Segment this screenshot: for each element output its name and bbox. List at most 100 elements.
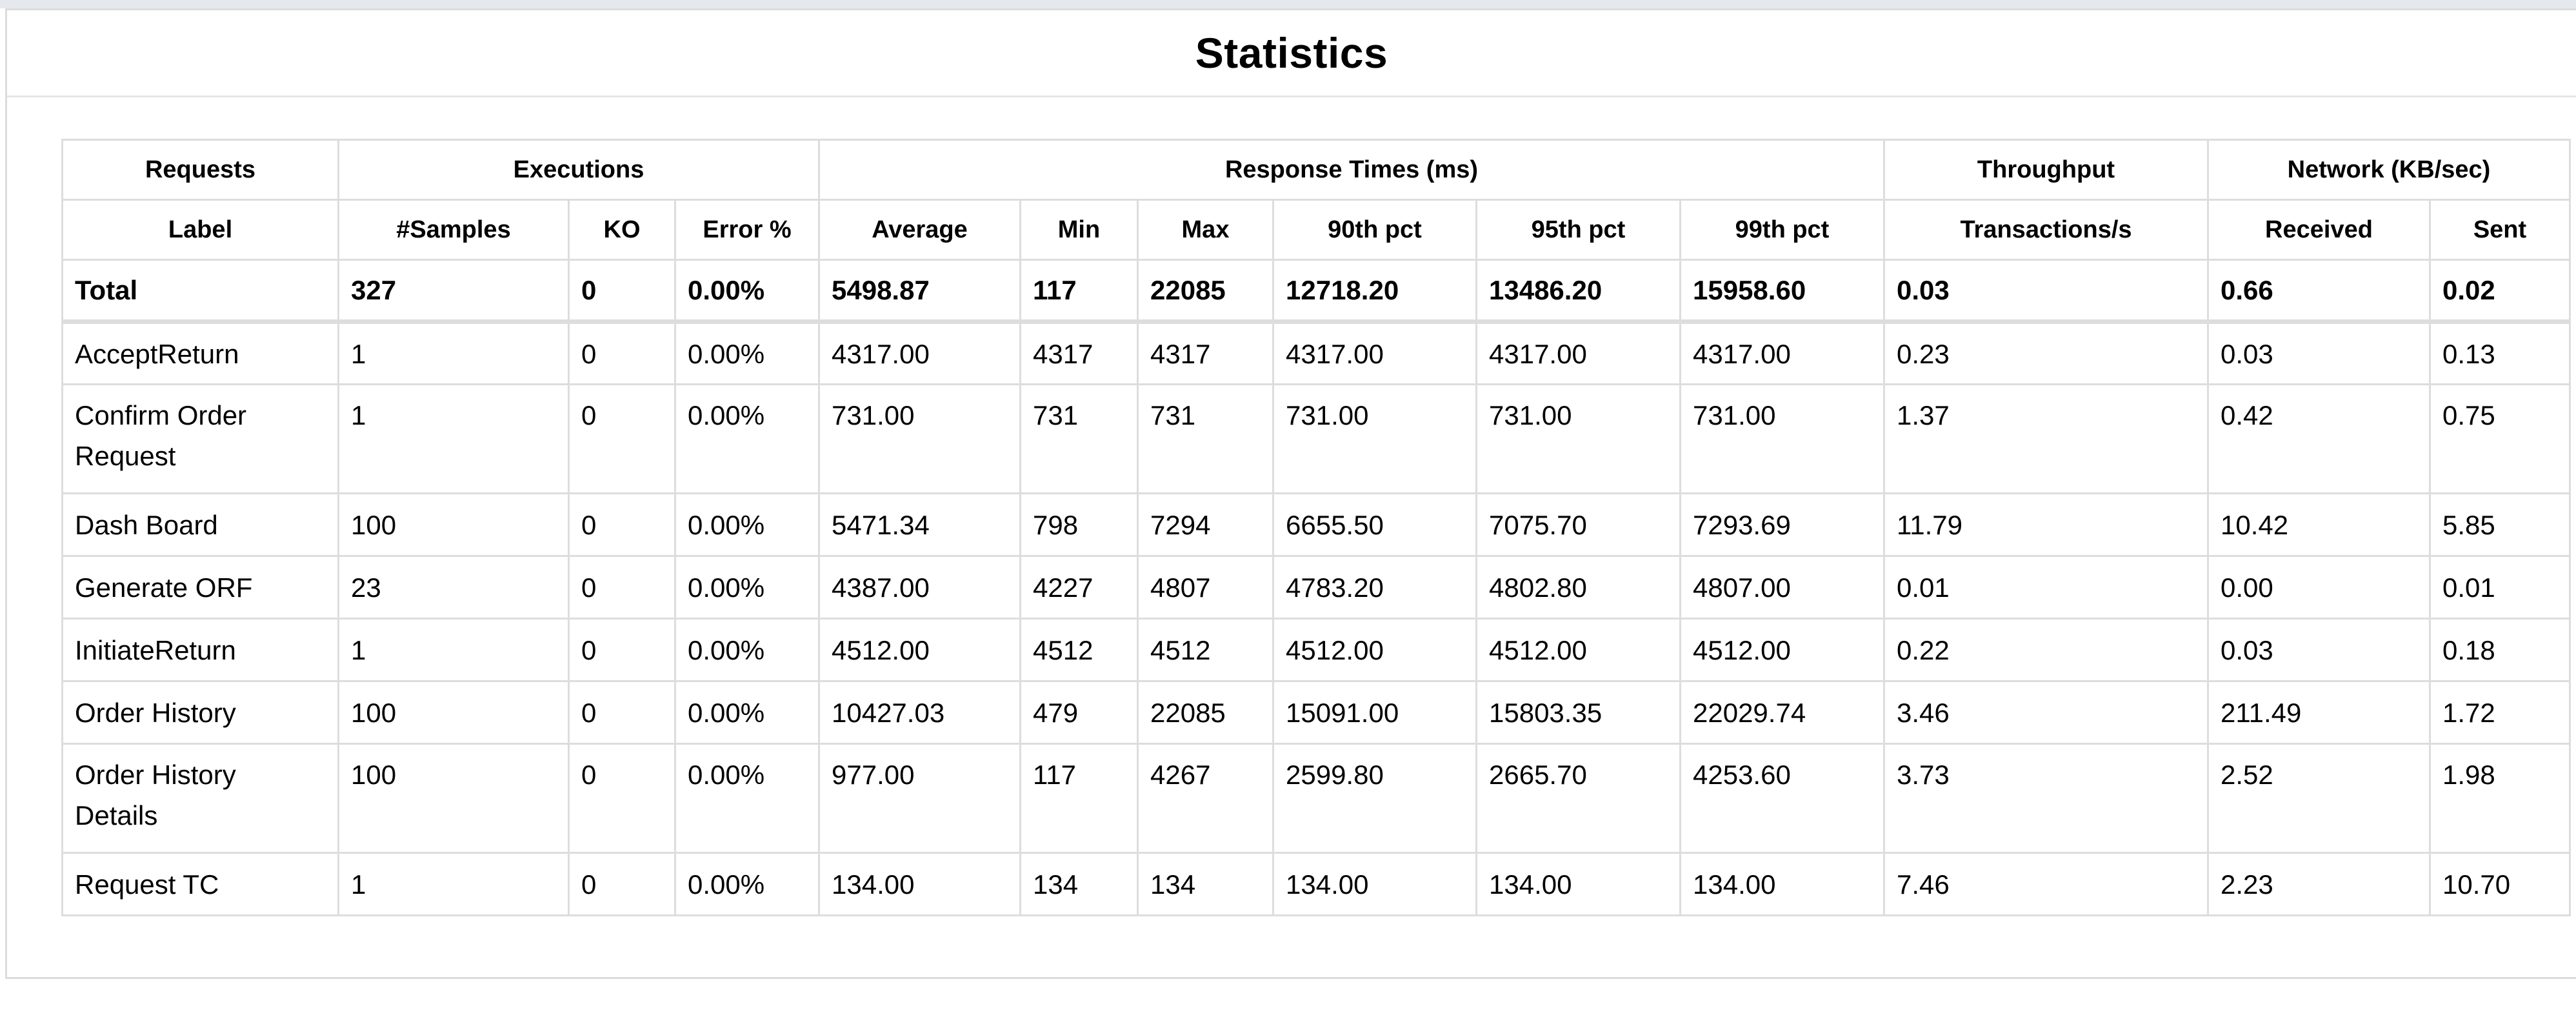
cell-min: 4227	[1019, 555, 1139, 620]
cell-90th-pct: 731.00	[1272, 383, 1477, 494]
table-row: Order History Details 100 0 0.00% 977.00 117 4…	[61, 743, 2571, 854]
cell-error-pct: 0.00%	[674, 852, 820, 916]
cell-ko: 0	[568, 852, 676, 916]
column-header-99th-pct[interactable]: 99th pct	[1679, 199, 1885, 261]
column-header-row: Label #Samples KO Error % Average Min Ma…	[61, 199, 2571, 261]
cell-max: 731	[1137, 383, 1274, 494]
cell-ko: 0	[568, 618, 676, 682]
column-header-error-pct[interactable]: Error %	[674, 199, 820, 261]
cell-max: 4807	[1137, 555, 1274, 620]
cell-99th-pct: 22029.74	[1679, 680, 1885, 745]
total-min: 117	[1019, 259, 1139, 324]
total-error-pct: 0.00%	[674, 259, 820, 324]
cell-average: 5471.34	[818, 492, 1021, 557]
table-row: Dash Board 100 0 0.00% 5471.34 798 7294 6655.50…	[61, 492, 2571, 557]
table-row: Confirm Order Request 1 0 0.00% 731.00 731 731…	[61, 383, 2571, 494]
cell-transactions: 1.37	[1883, 383, 2209, 494]
cell-sent: 0.01	[2429, 555, 2571, 620]
data-rows: AcceptReturn 1 0 0.00% 4317.00 4317 4317 4317.0…	[61, 321, 2571, 916]
group-header-row: Requests Executions Response Times (ms) …	[61, 139, 2571, 201]
cell-transactions: 3.46	[1883, 680, 2209, 745]
cell-sent: 1.72	[2429, 680, 2571, 745]
column-header-label[interactable]: Label	[61, 199, 339, 261]
cell-90th-pct: 4783.20	[1272, 555, 1477, 620]
cell-min: 134	[1019, 852, 1139, 916]
column-header-average[interactable]: Average	[818, 199, 1021, 261]
cell-label: Order History Details	[61, 743, 339, 854]
cell-sent: 0.18	[2429, 618, 2571, 682]
cell-received: 0.42	[2207, 383, 2431, 494]
cell-sent: 10.70	[2429, 852, 2571, 916]
statistics-table: Requests Executions Response Times (ms) …	[61, 139, 2571, 916]
table-row: AcceptReturn 1 0 0.00% 4317.00 4317 4317 4317.0…	[61, 321, 2571, 385]
column-header-min[interactable]: Min	[1019, 199, 1139, 261]
column-header-sent[interactable]: Sent	[2429, 199, 2571, 261]
total-90th-pct: 12718.20	[1272, 259, 1477, 324]
cell-95th-pct: 7075.70	[1475, 492, 1681, 557]
cell-99th-pct: 4317.00	[1679, 321, 1885, 385]
cell-max: 134	[1137, 852, 1274, 916]
total-transactions: 0.03	[1883, 259, 2209, 324]
cell-95th-pct: 4317.00	[1475, 321, 1681, 385]
top-strip	[0, 0, 2576, 8]
cell-max: 7294	[1137, 492, 1274, 557]
total-label: Total	[61, 259, 339, 324]
cell-ko: 0	[568, 555, 676, 620]
cell-label: AcceptReturn	[61, 321, 339, 385]
table-row: Generate ORF 23 0 0.00% 4387.00 4227 4807 4783.…	[61, 555, 2571, 620]
group-header-requests: Requests	[61, 139, 339, 201]
cell-average: 977.00	[818, 743, 1021, 854]
column-header-90th-pct[interactable]: 90th pct	[1272, 199, 1477, 261]
cell-average: 4317.00	[818, 321, 1021, 385]
cell-sent: 0.13	[2429, 321, 2571, 385]
cell-error-pct: 0.00%	[674, 743, 820, 854]
cell-average: 10427.03	[818, 680, 1021, 745]
column-header-95th-pct[interactable]: 95th pct	[1475, 199, 1681, 261]
cell-received: 10.42	[2207, 492, 2431, 557]
cell-min: 798	[1019, 492, 1139, 557]
cell-sent: 5.85	[2429, 492, 2571, 557]
group-header-response-times: Response Times (ms)	[818, 139, 1885, 201]
cell-transactions: 3.73	[1883, 743, 2209, 854]
cell-sent: 1.98	[2429, 743, 2571, 854]
column-header-max[interactable]: Max	[1137, 199, 1274, 261]
cell-min: 4512	[1019, 618, 1139, 682]
cell-95th-pct: 4802.80	[1475, 555, 1681, 620]
cell-99th-pct: 4253.60	[1679, 743, 1885, 854]
cell-min: 4317	[1019, 321, 1139, 385]
cell-transactions: 0.01	[1883, 555, 2209, 620]
cell-error-pct: 0.00%	[674, 492, 820, 557]
column-header-received[interactable]: Received	[2207, 199, 2431, 261]
cell-samples: 100	[337, 743, 570, 854]
cell-max: 4512	[1137, 618, 1274, 682]
cell-label: Request TC	[61, 852, 339, 916]
cell-error-pct: 0.00%	[674, 383, 820, 494]
total-row-group: Total 327 0 0.00% 5498.87 117 22085 1271…	[61, 259, 2571, 324]
cell-samples: 100	[337, 680, 570, 745]
cell-95th-pct: 15803.35	[1475, 680, 1681, 745]
cell-error-pct: 0.00%	[674, 618, 820, 682]
group-header-throughput: Throughput	[1883, 139, 2209, 201]
cell-ko: 0	[568, 492, 676, 557]
cell-95th-pct: 4512.00	[1475, 618, 1681, 682]
group-header-network: Network (KB/sec)	[2207, 139, 2571, 201]
cell-label: Generate ORF	[61, 555, 339, 620]
total-max: 22085	[1137, 259, 1274, 324]
cell-ko: 0	[568, 383, 676, 494]
cell-received: 0.00	[2207, 555, 2431, 620]
cell-99th-pct: 134.00	[1679, 852, 1885, 916]
cell-received: 0.03	[2207, 321, 2431, 385]
total-received: 0.66	[2207, 259, 2431, 324]
cell-ko: 0	[568, 680, 676, 745]
cell-label: InitiateReturn	[61, 618, 339, 682]
cell-received: 0.03	[2207, 618, 2431, 682]
page-title: Statistics	[7, 10, 2576, 97]
column-header-transactions[interactable]: Transactions/s	[1883, 199, 2209, 261]
column-header-samples[interactable]: #Samples	[337, 199, 570, 261]
cell-samples: 1	[337, 383, 570, 494]
column-header-ko[interactable]: KO	[568, 199, 676, 261]
total-95th-pct: 13486.20	[1475, 259, 1681, 324]
cell-90th-pct: 4512.00	[1272, 618, 1477, 682]
cell-label: Confirm Order Request	[61, 383, 339, 494]
cell-label: Dash Board	[61, 492, 339, 557]
